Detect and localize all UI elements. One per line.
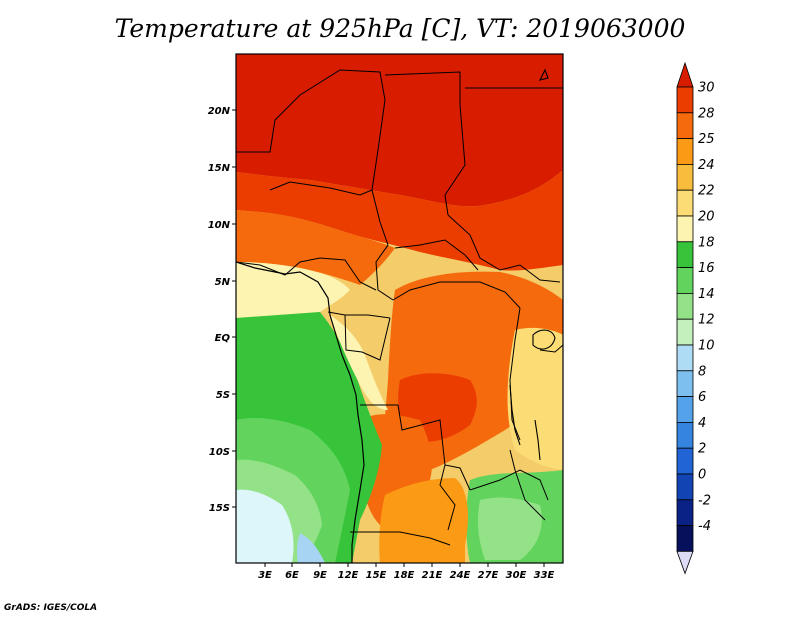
- map-title: Temperature at 925hPa [C], VT: 201906300…: [114, 14, 686, 43]
- zone-orange-band: [236, 210, 395, 285]
- lakes: [509, 68, 556, 461]
- colorbar-swatch: [676, 344, 694, 372]
- lon-label: 27E: [478, 570, 499, 581]
- coastline: [236, 261, 365, 563]
- colorbar-bottom-arrow: [676, 551, 694, 575]
- map-frame: [235, 53, 564, 564]
- colorbar-label: 10: [698, 339, 715, 354]
- colorbar-label: 25: [698, 132, 715, 147]
- zone-east-highlands: [507, 327, 563, 470]
- colorbar-label: 18: [698, 235, 715, 250]
- zone-warm-sahel: [236, 170, 563, 271]
- zone-coastal-cool: [236, 262, 350, 318]
- colorbar-label: -4: [698, 519, 711, 534]
- lat-label: 5S: [216, 390, 230, 401]
- lat-label: 15N: [208, 163, 231, 174]
- colorbar-swatch: [676, 318, 694, 346]
- country-borders: [236, 69, 563, 546]
- zone-hot-north: [236, 54, 563, 207]
- colorbar-label: 14: [698, 287, 715, 302]
- lon-label: 12E: [338, 570, 359, 581]
- colorbar-label: -2: [698, 493, 711, 508]
- lon-label: 24E: [450, 570, 471, 581]
- colorbar-swatch: [676, 163, 694, 191]
- lon-label: 33E: [534, 570, 555, 581]
- colorbar-label: 20: [698, 210, 715, 225]
- lat-axis: 20N 15N 10N 5N EQ 5S 10S 15S: [208, 106, 236, 514]
- lon-label: 18E: [394, 570, 415, 581]
- lon-label: 30E: [506, 570, 527, 581]
- colorbar-label: 22: [698, 184, 715, 199]
- colorbar-label: 2: [698, 442, 706, 457]
- lon-label: 9E: [313, 570, 327, 581]
- colorbar-label: 24: [698, 158, 715, 173]
- lon-label: 3E: [258, 570, 272, 581]
- colorbar-top-arrow: [676, 61, 694, 88]
- colorbar-label: 30: [698, 81, 715, 96]
- zone-coast-yellow: [330, 315, 388, 410]
- colorbar-swatch: [676, 138, 694, 165]
- lon-label: 21E: [422, 570, 443, 581]
- colorbar-swatch: [676, 421, 694, 449]
- lat-label: 15S: [209, 503, 230, 514]
- colorbar-swatch: [676, 86, 694, 114]
- colorbar-swatch: [676, 499, 694, 526]
- lon-axis: 3E 6E 9E 12E 15E 18E 21E 24E 27E 30E 33E: [258, 563, 555, 581]
- colorbar-swatch: [676, 396, 694, 423]
- temperature-field: [236, 54, 563, 563]
- colorbar-swatch: [676, 189, 694, 217]
- colorbar-swatch: [676, 267, 694, 294]
- colorbar-label: 0: [698, 468, 706, 483]
- zone-south-east-light: [477, 497, 542, 560]
- zone-ocean-blue: [296, 533, 325, 563]
- colorbar-swatch: [676, 292, 694, 320]
- colorbar-swatch: [676, 473, 694, 501]
- colorbar-label: 4: [698, 416, 706, 431]
- colorbar-label: 6: [698, 390, 706, 405]
- lat-label: 5N: [215, 277, 231, 288]
- colorbar-swatch: [676, 370, 694, 397]
- colorbar-label: 28: [698, 106, 715, 121]
- zone-south-warm: [379, 478, 468, 563]
- lon-label: 15E: [366, 570, 387, 581]
- colorbar-label: 16: [698, 261, 715, 276]
- colorbar-swatch: [676, 447, 694, 475]
- lat-label: 10S: [209, 447, 230, 458]
- colorbar-label: 12: [698, 313, 715, 328]
- lat-label: 10N: [208, 220, 231, 231]
- colorbar-swatch: [676, 112, 694, 140]
- footer-credit: GrADS: IGES/COLA: [4, 603, 98, 613]
- lon-label: 6E: [285, 570, 299, 581]
- colorbar-swatch: [676, 215, 694, 243]
- colorbar-swatch: [676, 525, 694, 552]
- zone-ocean-cyan: [236, 489, 294, 563]
- lat-label: EQ: [215, 333, 231, 344]
- colorbar-swatch: [676, 241, 694, 269]
- lat-label: 20N: [208, 106, 231, 117]
- colorbar-label: 8: [698, 364, 706, 379]
